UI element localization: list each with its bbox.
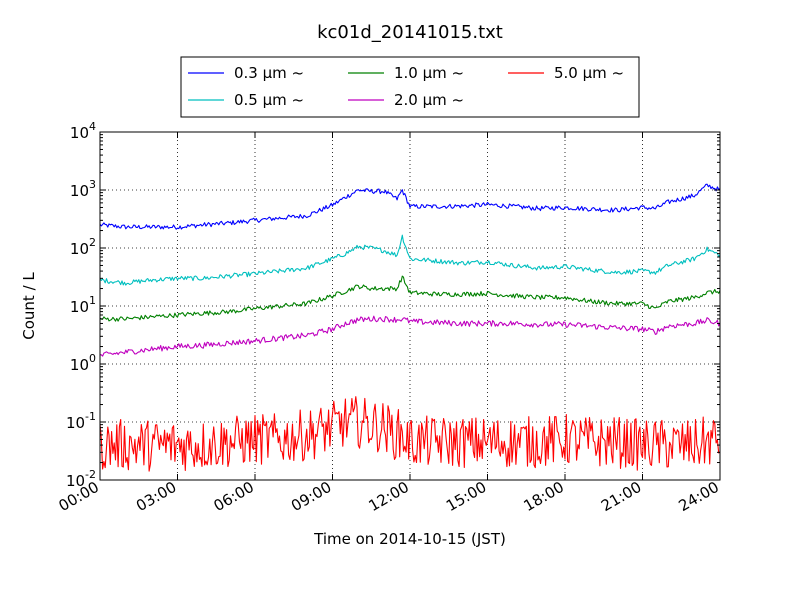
x-tick-label: 06:00	[211, 478, 257, 515]
legend-frame	[180, 56, 640, 118]
x-tick-labels: 00:00 03:00 06:00 09:00 12:00 15:00 18:00 21:00…	[56, 478, 722, 515]
series-line-1	[99, 234, 721, 286]
x-axis-label: Time on 2014-10-15 (JST)	[313, 530, 506, 548]
y-tick-label: 102	[70, 236, 96, 258]
series-line-4	[99, 396, 721, 472]
y-tick-labels: 10-2 10-1 100 101 102 103 104	[66, 120, 96, 490]
series-lines	[99, 183, 721, 472]
x-tick-label: 15:00	[443, 478, 489, 515]
grid	[100, 132, 720, 480]
legend-label-4: 5.0 µm ~	[554, 64, 624, 82]
legend: 0.3 µm ~ 0.5 µm ~ 1.0 µm ~ 2.0 µm ~ 5.0 µm ~	[180, 56, 640, 118]
y-tick-label: 103	[70, 178, 96, 200]
series-line-2	[99, 275, 721, 322]
legend-label-0: 0.3 µm ~	[234, 64, 304, 82]
y-tick-label: 10-1	[66, 410, 96, 432]
x-tick-label: 03:00	[133, 478, 179, 515]
legend-label-2: 1.0 µm ~	[394, 64, 464, 82]
chart-title: kc01d_20141015.txt	[317, 22, 503, 43]
legend-label-3: 2.0 µm ~	[394, 91, 464, 109]
x-tick-label: 21:00	[598, 478, 644, 515]
y-tick-label: 101	[70, 294, 96, 316]
y-tick-label: 10-2	[66, 468, 96, 490]
series-line-0	[99, 183, 721, 230]
x-tick-label: 12:00	[366, 478, 412, 515]
y-tick-label: 100	[70, 352, 96, 374]
x-tick-label: 24:00	[676, 478, 722, 515]
legend-label-1: 0.5 µm ~	[234, 91, 304, 109]
y-tick-label: 104	[70, 120, 96, 142]
y-axis-label: Count / L	[20, 272, 38, 340]
x-tick-label: 09:00	[288, 478, 334, 515]
x-tick-label: 18:00	[521, 478, 567, 515]
axis-ticks	[99, 131, 721, 481]
series-line-3	[99, 315, 721, 357]
